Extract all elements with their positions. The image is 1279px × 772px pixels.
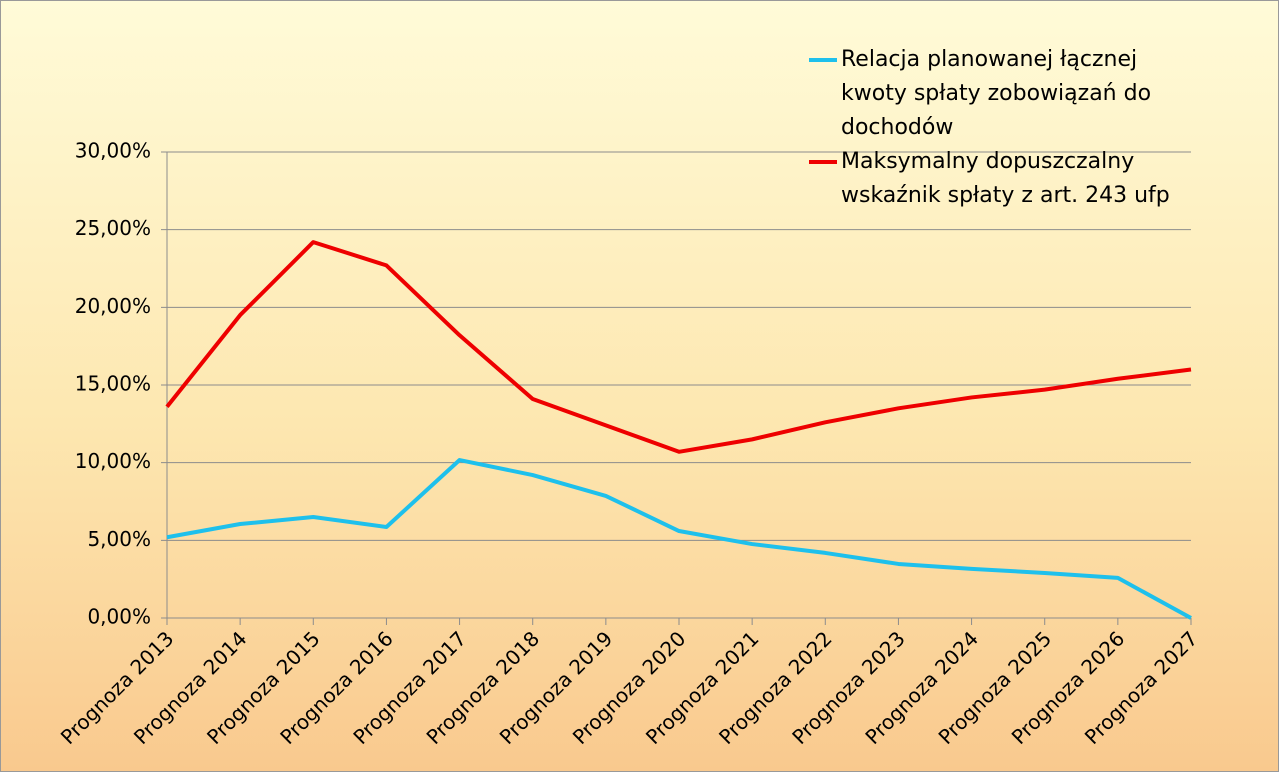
series-line	[166, 458, 1192, 620]
legend-swatch	[809, 160, 837, 164]
series-line	[165, 240, 1192, 454]
legend-item: Maksymalny dopuszczalny wskaźnik spłaty …	[807, 145, 1207, 213]
y-tick-label: 10,00%	[75, 449, 151, 473]
y-tick-label: 25,00%	[75, 216, 151, 240]
y-tick-label: 0,00%	[87, 605, 151, 629]
y-tick-label: 15,00%	[75, 372, 151, 396]
legend-item: Relacja planowanej łącznej kwoty spłaty …	[807, 43, 1207, 145]
y-tick-label: 20,00%	[75, 294, 151, 318]
legend-label: Maksymalny dopuszczalny wskaźnik spłaty …	[841, 149, 1170, 208]
y-tick-label: 30,00%	[75, 139, 151, 163]
legend-label: Relacja planowanej łącznej kwoty spłaty …	[841, 47, 1152, 140]
legend-swatch	[809, 58, 837, 62]
legend: Relacja planowanej łącznej kwoty spłaty …	[807, 43, 1207, 213]
y-tick-label: 5,00%	[87, 527, 151, 551]
